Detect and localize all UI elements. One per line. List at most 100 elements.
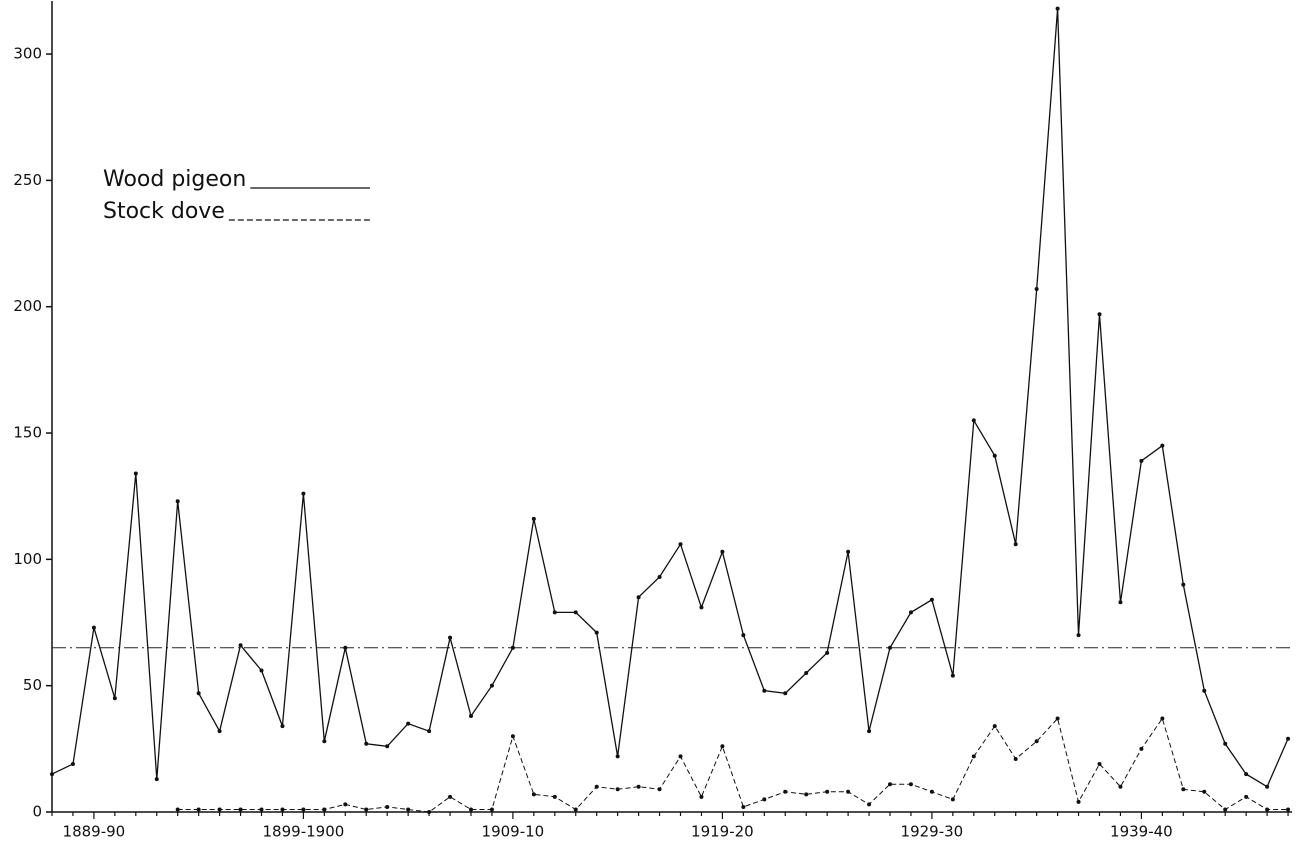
x-tick-label: 1889-90 [63,823,126,841]
point [427,810,432,814]
point [1160,716,1165,721]
point [364,741,369,746]
point [888,645,892,650]
point [175,499,180,504]
point [552,794,557,799]
point [133,471,138,476]
point [1223,807,1228,812]
point [573,807,578,812]
y-tick-label: 50 [23,676,42,694]
point [1076,633,1081,638]
point [469,713,473,718]
point [867,729,872,734]
x-tick-label: 1939-40 [1110,823,1173,841]
point [1244,772,1249,777]
point [406,807,411,812]
point [489,807,494,812]
point [1160,443,1165,448]
point [657,787,662,792]
point [929,597,934,602]
point [1223,741,1228,746]
point [615,754,620,759]
point [615,787,620,792]
point [196,807,201,812]
point [1139,458,1144,463]
point [992,453,997,458]
point [385,744,390,749]
point [1076,799,1081,804]
point [699,605,704,610]
y-tick-label: 250 [13,171,42,189]
point [908,782,913,787]
point [594,630,599,635]
point [804,671,809,676]
point [1286,736,1291,741]
point [238,643,243,648]
legend-label: Stock dove [103,199,225,224]
point [825,789,830,794]
legend-label: Wood pigeon [103,167,246,192]
point [489,683,494,688]
point [888,782,892,787]
point [1118,784,1123,789]
point [448,794,453,799]
point [91,625,96,630]
point [1055,6,1060,11]
point [783,691,788,696]
point [112,696,117,701]
point [783,789,788,794]
point [1097,761,1102,766]
point [217,729,222,734]
point [510,734,515,739]
point [1202,688,1207,693]
point [636,784,641,789]
y-tick-label: 150 [13,424,42,442]
point [720,549,725,554]
point [720,744,725,749]
point [1181,787,1186,792]
point [531,792,536,797]
point [762,688,767,693]
point [971,754,976,759]
point [50,772,54,777]
point [699,794,704,799]
point [175,807,180,812]
point [1265,784,1270,789]
point [448,635,453,640]
point [1181,582,1186,587]
point [1013,756,1018,761]
point [1244,794,1249,799]
point [259,668,264,673]
point [992,724,997,729]
point [196,691,201,696]
point [950,673,955,678]
point [322,739,327,744]
point [846,789,851,794]
point [594,784,599,789]
x-tick-label: 1919-20 [691,823,754,841]
point [971,418,976,423]
point [552,610,557,615]
point [469,807,473,812]
y-tick-label: 0 [32,803,42,821]
point [1055,716,1060,721]
point [678,754,683,759]
point [280,724,285,729]
point [238,807,243,812]
point [154,777,159,782]
y-tick-label: 200 [13,297,42,315]
point [301,491,306,496]
x-tick-label: 1899-1900 [263,823,345,841]
point [364,807,369,812]
point [427,729,432,734]
y-tick-label: 300 [13,45,42,63]
point [950,797,955,802]
point [510,645,515,650]
point [1286,807,1291,812]
point [70,761,75,766]
x-tick-label: 1929-30 [901,823,964,841]
point [573,610,578,615]
point [1097,312,1102,317]
point [406,721,411,726]
